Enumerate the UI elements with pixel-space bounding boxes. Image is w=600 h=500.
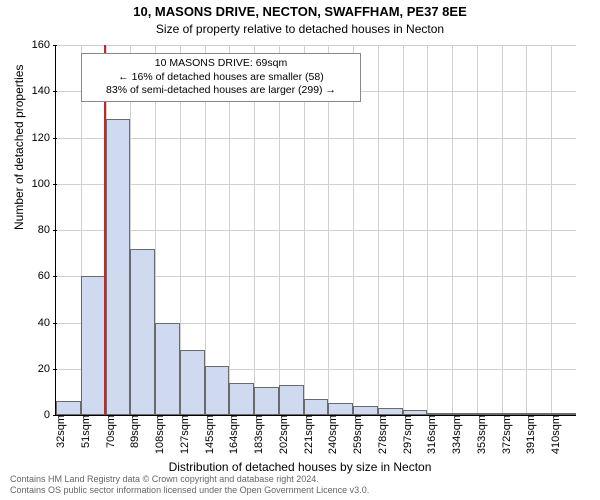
y-tick: 140 bbox=[32, 85, 56, 97]
histogram-bar bbox=[130, 249, 155, 416]
y-tick: 120 bbox=[32, 132, 56, 144]
y-tick: 160 bbox=[32, 39, 56, 51]
gridline-v bbox=[477, 45, 478, 415]
histogram-bar bbox=[378, 408, 403, 415]
x-tick: 410sqm bbox=[544, 415, 562, 454]
histogram-bar bbox=[106, 119, 131, 415]
chart-container: 10, MASONS DRIVE, NECTON, SWAFFHAM, PE37… bbox=[0, 0, 600, 500]
x-tick: 127sqm bbox=[173, 415, 191, 454]
x-tick: 221sqm bbox=[297, 415, 315, 454]
x-axis-label: Distribution of detached houses by size … bbox=[0, 460, 600, 474]
gridline-h bbox=[56, 138, 576, 139]
x-tick: 334sqm bbox=[445, 415, 463, 454]
y-tick: 20 bbox=[38, 363, 56, 375]
histogram-bar bbox=[304, 399, 329, 415]
x-tick: 145sqm bbox=[198, 415, 216, 454]
gridline-v bbox=[452, 45, 453, 415]
footer-line-2: Contains OS public sector information li… bbox=[10, 485, 369, 496]
gridline-h bbox=[56, 45, 576, 46]
x-tick: 240sqm bbox=[321, 415, 339, 454]
chart-subtitle: Size of property relative to detached ho… bbox=[0, 22, 600, 36]
x-tick: 32sqm bbox=[49, 415, 67, 448]
y-tick: 40 bbox=[38, 317, 56, 329]
x-tick: 259sqm bbox=[346, 415, 364, 454]
annotation-box: 10 MASONS DRIVE: 69sqm ← 16% of detached… bbox=[81, 53, 361, 102]
x-tick: 316sqm bbox=[420, 415, 438, 454]
y-tick: 100 bbox=[32, 178, 56, 190]
x-tick: 164sqm bbox=[222, 415, 240, 454]
histogram-bar bbox=[328, 403, 353, 415]
annotation-line-1: 10 MASONS DRIVE: 69sqm bbox=[88, 57, 354, 71]
histogram-bar bbox=[205, 366, 230, 415]
y-axis-label: Number of detached properties bbox=[12, 65, 26, 230]
annotation-line-2: ← 16% of detached houses are smaller (58… bbox=[88, 71, 354, 85]
gridline-v bbox=[427, 45, 428, 415]
x-tick: 51sqm bbox=[74, 415, 92, 448]
gridline-v bbox=[378, 45, 379, 415]
footer-line-1: Contains HM Land Registry data © Crown c… bbox=[10, 474, 369, 485]
chart-title: 10, MASONS DRIVE, NECTON, SWAFFHAM, PE37… bbox=[0, 4, 600, 19]
gridline-v bbox=[403, 45, 404, 415]
histogram-bar bbox=[180, 350, 205, 415]
x-tick: 70sqm bbox=[99, 415, 117, 448]
histogram-bar bbox=[353, 406, 378, 415]
histogram-bar bbox=[229, 383, 254, 415]
histogram-bar bbox=[254, 387, 279, 415]
gridline-h bbox=[56, 230, 576, 231]
gridline-v bbox=[526, 45, 527, 415]
x-tick: 297sqm bbox=[396, 415, 414, 454]
histogram-bar bbox=[81, 276, 106, 415]
x-tick: 202sqm bbox=[272, 415, 290, 454]
annotation-line-3: 83% of semi-detached houses are larger (… bbox=[88, 84, 354, 98]
x-tick: 183sqm bbox=[247, 415, 265, 454]
y-tick: 60 bbox=[38, 270, 56, 282]
histogram-bar bbox=[56, 401, 81, 415]
gridline-h bbox=[56, 184, 576, 185]
x-tick: 89sqm bbox=[123, 415, 141, 448]
y-tick: 80 bbox=[38, 224, 56, 236]
x-tick: 108sqm bbox=[148, 415, 166, 454]
gridline-v bbox=[502, 45, 503, 415]
x-tick: 278sqm bbox=[371, 415, 389, 454]
plot-area: 10 MASONS DRIVE: 69sqm ← 16% of detached… bbox=[55, 45, 576, 416]
x-tick: 372sqm bbox=[495, 415, 513, 454]
histogram-bar bbox=[279, 385, 304, 415]
x-tick: 353sqm bbox=[470, 415, 488, 454]
license-footer: Contains HM Land Registry data © Crown c… bbox=[10, 474, 369, 496]
x-tick: 391sqm bbox=[519, 415, 537, 454]
gridline-v bbox=[551, 45, 552, 415]
histogram-bar bbox=[155, 323, 180, 416]
